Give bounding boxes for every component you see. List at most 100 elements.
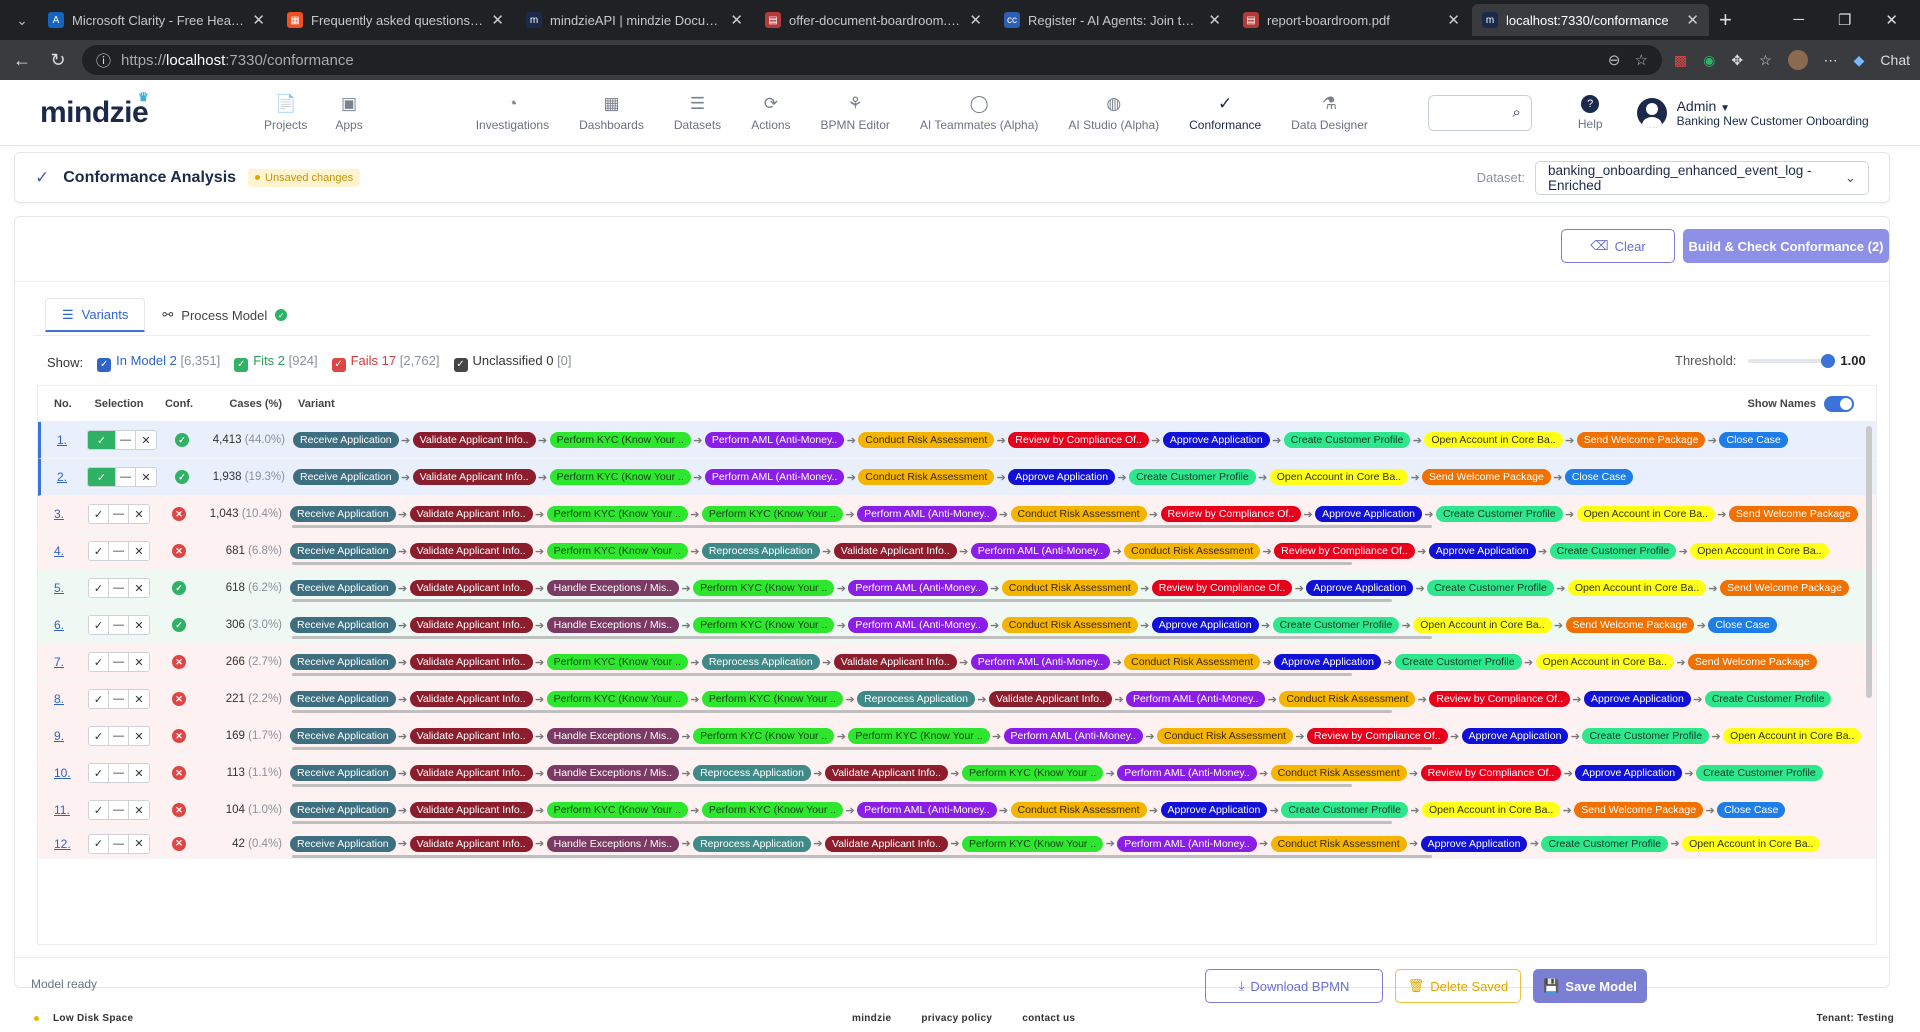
more-options-icon[interactable]: ⋯ [1823,51,1838,68]
filter-checkbox[interactable]: ✓ Unclassified 0 [0] [453,353,572,372]
include-button[interactable]: ✓ [89,579,109,597]
variant-link[interactable]: 2. [57,470,68,484]
browser-tab[interactable]: A Microsoft Clarity - Free Heatmaps ✕ [38,4,275,36]
favorite-star-icon[interactable]: ☆ [1634,52,1648,69]
neutral-button[interactable]: — [109,542,129,560]
variant-link[interactable]: 12. [54,836,71,851]
include-button[interactable]: ✓ [89,764,109,782]
tab-close-icon[interactable]: ✕ [1686,12,1699,29]
browser-tab[interactable]: m localhost:7330/conformance ✕ [1472,4,1709,36]
browser-tab[interactable]: m mindzieAPI | mindzie Documentat ✕ [516,4,753,36]
browser-tab[interactable]: cc Register - AI Agents: Join the Club ✕ [994,4,1231,36]
browser-tab[interactable]: ▦ Frequently asked questions | Micr ✕ [277,4,514,36]
filter-checkbox[interactable]: ✓ In Model 2 [6,351] [97,353,220,372]
download-bpmn-button[interactable]: ⤓ Download BPMN [1205,969,1383,1003]
search-box[interactable]: ⌕ [1427,94,1532,131]
help-button[interactable]: ? Help [1578,94,1603,131]
variant-link[interactable]: 8. [54,692,65,706]
nav-data-designer[interactable]: ⚗ Data Designer [1291,80,1368,146]
variant-link[interactable]: 3. [54,507,65,521]
threshold-slider[interactable] [1748,353,1836,368]
tab-close-icon[interactable]: ✕ [252,12,265,29]
nav-actions[interactable]: ⟳ Actions [751,80,790,146]
tab-search-icon[interactable]: ⌄ [16,11,28,28]
save-model-button[interactable]: 💾 Save Model [1533,969,1647,1003]
exclude-button[interactable]: ✕ [129,764,149,782]
nav-apps[interactable]: ▣ Apps [335,80,362,146]
tab-variants[interactable]: ☰ Variants [45,298,146,332]
tab-close-icon[interactable]: ✕ [1447,12,1460,29]
close-window-icon[interactable]: ✕ [1885,12,1898,29]
nav-dashboards[interactable]: ▦ Dashboards [579,80,644,146]
zoom-icon[interactable]: ⊖ [1607,52,1621,69]
exclude-button[interactable]: ✕ [136,431,156,449]
variant-link[interactable]: 10. [54,766,71,780]
filter-checkbox[interactable]: ✓ Fits 2 [924] [234,353,318,372]
variant-link[interactable]: 6. [54,618,65,632]
tab-close-icon[interactable]: ✕ [1208,12,1221,29]
browser-tab[interactable]: ▤ report-boardroom.pdf ✕ [1233,4,1470,36]
url-field[interactable]: ⓘ https://localhost:7330/conformance ⊖ ☆ [82,45,1662,75]
variant-link[interactable]: 4. [54,544,65,558]
exclude-button[interactable]: ✕ [129,653,149,671]
extensions-puzzle-icon[interactable]: ✥ [1731,51,1744,68]
nav-conformance[interactable]: ✓ Conformance [1189,80,1261,146]
include-button[interactable]: ✓ [89,801,109,819]
include-button[interactable]: ✓ [89,690,109,708]
footer-link[interactable]: mindzie [852,1012,892,1024]
exclude-button[interactable]: ✕ [129,727,149,745]
neutral-button[interactable]: — [109,653,129,671]
nav-ai-teammates-alpha[interactable]: ◯ AI Teammates (Alpha) [920,80,1039,146]
exclude-button[interactable]: ✕ [129,801,149,819]
browser-tab[interactable]: ▤ offer-document-boardroom.pdf ✕ [755,4,992,36]
nav-datasets[interactable]: ☰ Datasets [674,80,721,146]
neutral-button[interactable]: — [116,431,136,449]
footer-link[interactable]: privacy policy [921,1012,993,1024]
variant-link[interactable]: 9. [54,729,65,743]
tab-close-icon[interactable]: ✕ [730,12,743,29]
include-button[interactable]: ✓ [89,727,109,745]
copilot-icon[interactable]: ◆ [1853,51,1865,68]
exclude-button[interactable]: ✕ [129,834,149,853]
include-button[interactable]: ✓ [89,616,109,634]
variant-link[interactable]: 1. [57,433,68,447]
tab-close-icon[interactable]: ✕ [969,12,982,29]
minimize-icon[interactable]: ─ [1793,11,1804,28]
exclude-button[interactable]: ✕ [136,468,156,486]
reload-icon[interactable]: ↻ [50,49,66,70]
exclude-button[interactable]: ✕ [129,505,149,523]
neutral-button[interactable]: — [109,834,129,853]
neutral-button[interactable]: — [116,468,136,486]
user-menu[interactable]: Admin ▼ Banking New Customer Onboarding [1636,97,1869,128]
site-info-icon[interactable]: ⓘ [96,52,112,70]
neutral-button[interactable]: — [109,579,129,597]
delete-saved-button[interactable]: 🗑 Delete Saved [1395,969,1521,1003]
exclude-button[interactable]: ✕ [129,690,149,708]
include-button[interactable]: ✓ [89,834,109,853]
variant-link[interactable]: 11. [54,803,70,817]
neutral-button[interactable]: — [109,505,129,523]
back-icon[interactable]: ← [13,49,31,70]
extension-icon[interactable]: ▩ [1673,51,1688,68]
include-button[interactable]: ✓ [88,468,116,486]
variant-link[interactable]: 5. [54,581,65,595]
footer-link[interactable]: contact us [1022,1012,1076,1024]
chat-button[interactable]: Chat [1880,52,1910,68]
neutral-button[interactable]: — [109,764,129,782]
grammarly-icon[interactable]: ◉ [1703,51,1716,68]
exclude-button[interactable]: ✕ [129,616,149,634]
profile-avatar[interactable] [1787,50,1808,70]
neutral-button[interactable]: — [109,690,129,708]
filter-checkbox[interactable]: ✓ Fails 17 [2,762] [331,353,440,372]
table-scrollbar[interactable] [1866,426,1872,698]
variant-link[interactable]: 7. [54,655,65,669]
restore-icon[interactable]: ❐ [1837,12,1852,29]
threshold-slider-handle[interactable] [1821,353,1836,368]
show-names-toggle[interactable] [1824,396,1854,412]
nav-bpmn-editor[interactable]: ⚘ BPMN Editor [821,80,890,146]
include-button[interactable]: ✓ [89,653,109,671]
include-button[interactable]: ✓ [88,431,116,449]
exclude-button[interactable]: ✕ [129,542,149,560]
clear-button[interactable]: ⌫ Clear [1561,229,1675,263]
build-check-button[interactable]: Build & Check Conformance (2) [1683,229,1889,263]
